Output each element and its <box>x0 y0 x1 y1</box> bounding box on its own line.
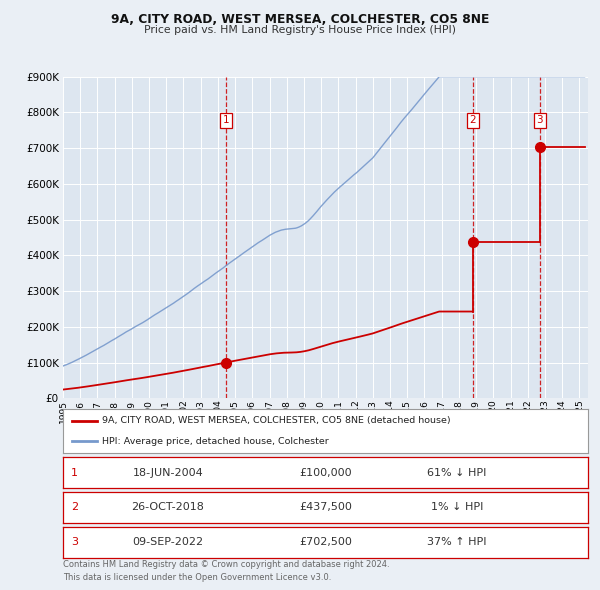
Text: 1: 1 <box>223 115 229 125</box>
Text: 9A, CITY ROAD, WEST MERSEA, COLCHESTER, CO5 8NE (detached house): 9A, CITY ROAD, WEST MERSEA, COLCHESTER, … <box>103 417 451 425</box>
Text: HPI: Average price, detached house, Colchester: HPI: Average price, detached house, Colc… <box>103 437 329 445</box>
Text: 1% ↓ HPI: 1% ↓ HPI <box>431 503 483 512</box>
Text: 2: 2 <box>71 503 78 512</box>
Text: This data is licensed under the Open Government Licence v3.0.: This data is licensed under the Open Gov… <box>63 573 331 582</box>
Text: 9A, CITY ROAD, WEST MERSEA, COLCHESTER, CO5 8NE: 9A, CITY ROAD, WEST MERSEA, COLCHESTER, … <box>111 13 489 26</box>
Text: 2: 2 <box>470 115 476 125</box>
Text: 61% ↓ HPI: 61% ↓ HPI <box>427 468 487 477</box>
Text: 09-SEP-2022: 09-SEP-2022 <box>133 537 203 547</box>
Text: 26-OCT-2018: 26-OCT-2018 <box>131 503 205 512</box>
Text: £702,500: £702,500 <box>299 537 352 547</box>
Text: £437,500: £437,500 <box>299 503 352 512</box>
Text: Contains HM Land Registry data © Crown copyright and database right 2024.: Contains HM Land Registry data © Crown c… <box>63 560 389 569</box>
Text: Price paid vs. HM Land Registry's House Price Index (HPI): Price paid vs. HM Land Registry's House … <box>144 25 456 35</box>
Text: 37% ↑ HPI: 37% ↑ HPI <box>427 537 487 547</box>
Text: 1: 1 <box>71 468 78 477</box>
Text: £100,000: £100,000 <box>299 468 352 477</box>
Text: 18-JUN-2004: 18-JUN-2004 <box>133 468 203 477</box>
Text: 3: 3 <box>536 115 543 125</box>
Text: 3: 3 <box>71 537 78 547</box>
